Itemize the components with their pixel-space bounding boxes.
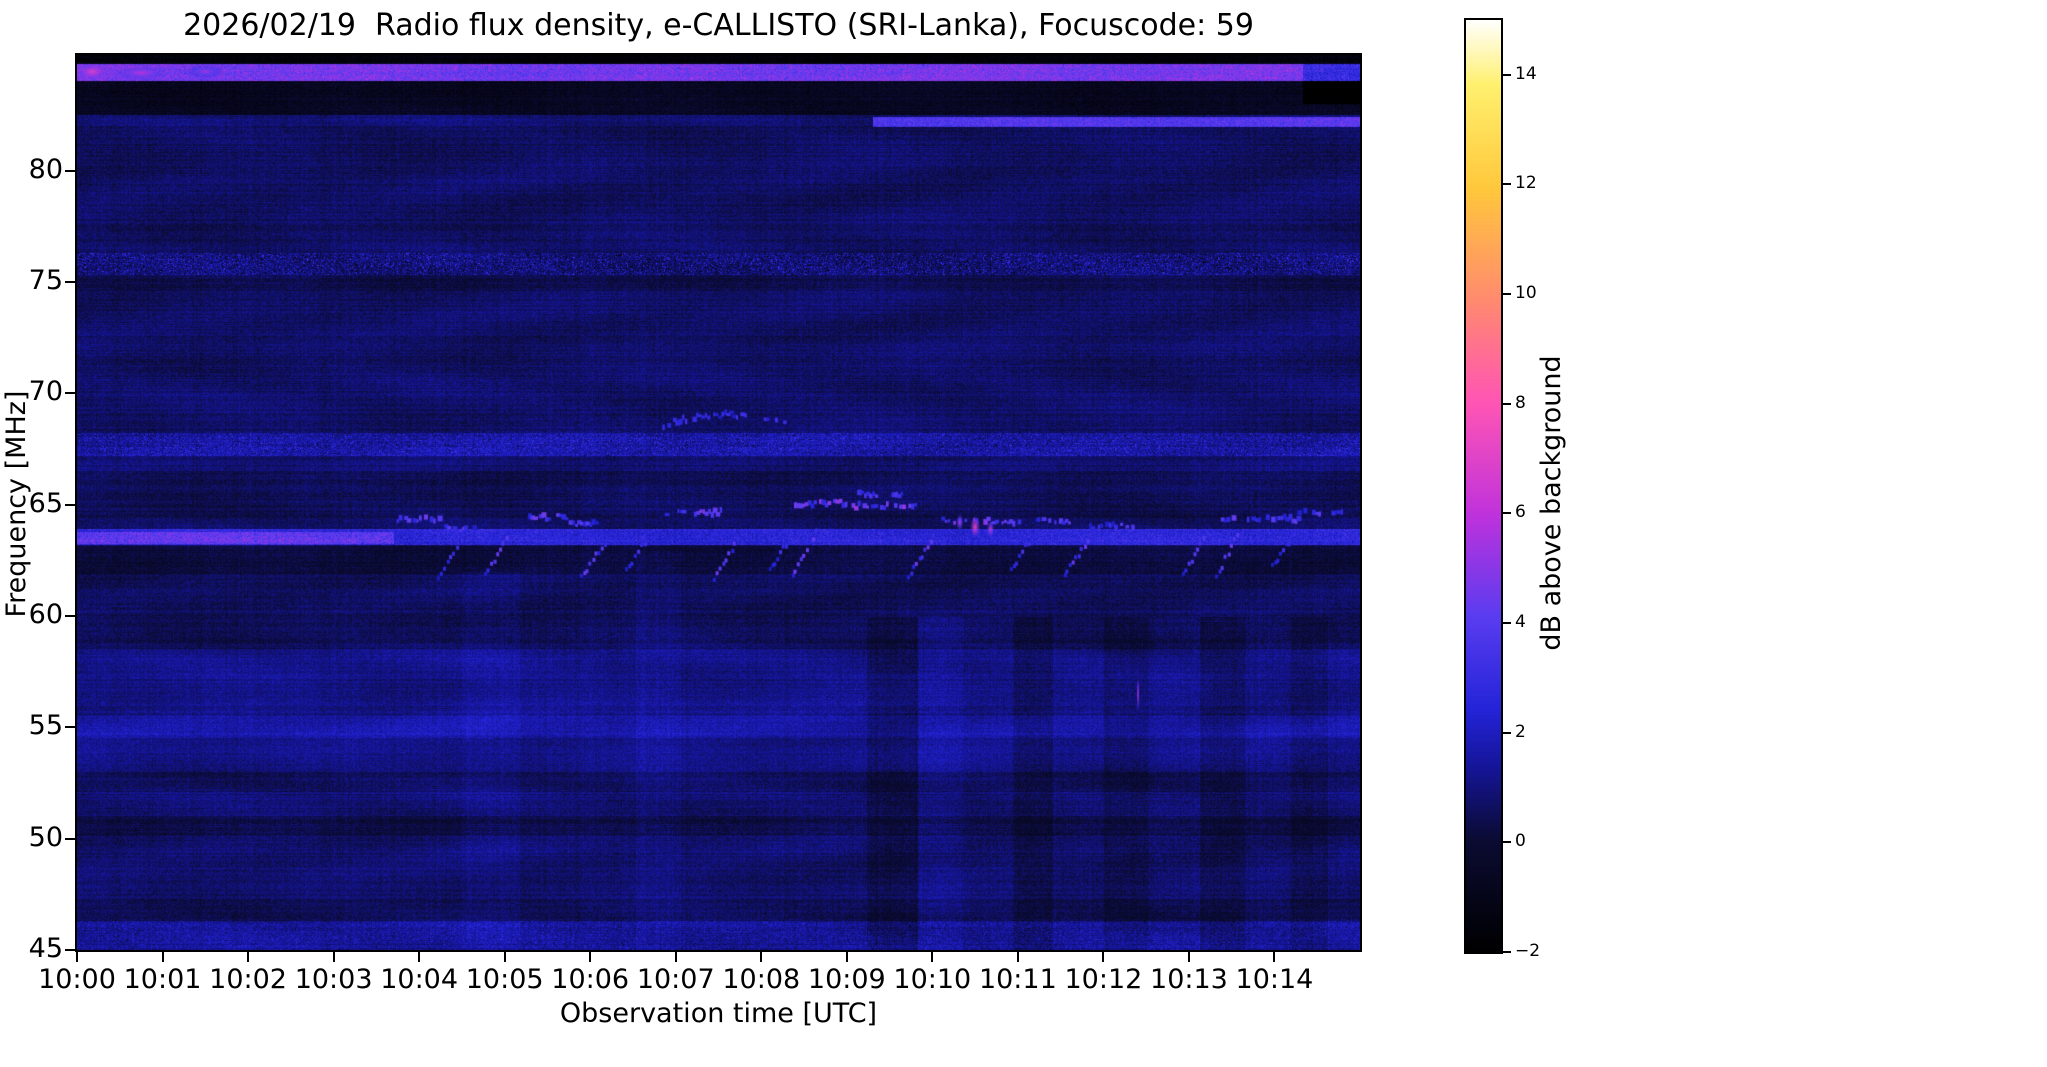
y-tick-label: 75 [28, 265, 63, 297]
colorbar-tick-mark [1503, 402, 1511, 405]
x-tick-mark [931, 952, 934, 962]
x-tick-mark [332, 952, 335, 962]
chart-title: 2026/02/19 Radio flux density, e-CALLIST… [183, 8, 1254, 43]
colorbar-tick-label: −2 [1515, 941, 1541, 961]
x-tick-mark [1187, 952, 1190, 962]
spectrogram-canvas [77, 55, 1360, 950]
x-tick-label: 10:07 [636, 964, 715, 995]
colorbar-tick-mark [1503, 951, 1511, 953]
y-tick-mark [65, 949, 75, 951]
colorbar-tick-label: 2 [1515, 721, 1526, 742]
colorbar-tick-mark [1503, 622, 1511, 625]
y-tick-label: 80 [28, 153, 63, 185]
colorbar-tick-label: 12 [1515, 173, 1537, 194]
x-tick-label: 10:02 [209, 964, 287, 995]
colorbar-tick-label: 14 [1515, 63, 1537, 84]
x-tick-mark [76, 952, 78, 962]
y-tick-label: 70 [28, 376, 63, 408]
y-tick-label: 45 [28, 933, 63, 964]
colorbar-tick-mark [1503, 731, 1511, 734]
colorbar-tick-label: 4 [1515, 612, 1526, 633]
colorbar-tick-mark [1503, 512, 1511, 515]
x-tick-label: 10:08 [722, 964, 801, 995]
colorbar-tick-label: 6 [1515, 502, 1526, 523]
y-tick-mark [65, 837, 75, 840]
x-tick-mark [503, 952, 506, 962]
x-tick-label: 10:00 [38, 964, 116, 995]
y-tick-mark [65, 169, 75, 172]
x-tick-mark [845, 952, 848, 962]
colorbar-tick-mark [1503, 183, 1511, 186]
x-tick-label: 10:14 [1235, 964, 1314, 995]
x-tick-label: 10:13 [1150, 964, 1228, 995]
x-tick-mark [674, 952, 677, 962]
colorbar-canvas [1466, 20, 1501, 952]
y-tick-mark [65, 281, 75, 284]
y-tick-label: 60 [28, 599, 63, 631]
colorbar-tick-label: 10 [1515, 283, 1537, 304]
x-tick-label: 10:11 [978, 964, 1057, 995]
y-tick-mark [65, 615, 75, 618]
x-tick-mark [1273, 952, 1276, 962]
colorbar-tick-mark [1503, 73, 1511, 76]
colorbar-tick-label: 0 [1515, 831, 1526, 852]
x-tick-mark [1102, 952, 1105, 962]
x-tick-mark [589, 952, 592, 962]
x-tick-label: 10:01 [123, 964, 202, 995]
x-axis-label: Observation time [UTC] [559, 998, 878, 1029]
x-tick-label: 10:06 [551, 964, 630, 995]
y-tick-mark [65, 726, 75, 729]
colorbar-tick-label: 8 [1515, 392, 1526, 413]
x-tick-mark [247, 952, 250, 962]
y-tick-mark [65, 503, 75, 506]
x-tick-label: 10:04 [380, 964, 459, 995]
x-tick-label: 10:09 [807, 964, 886, 995]
y-tick-label: 55 [28, 710, 63, 742]
y-tick-mark [65, 392, 75, 395]
colorbar-tick-mark [1503, 293, 1511, 296]
y-tick-label: 65 [28, 487, 63, 519]
x-tick-mark [760, 952, 763, 962]
x-tick-label: 10:05 [465, 964, 544, 995]
x-tick-label: 10:12 [1064, 964, 1143, 995]
colorbar-tick-mark [1503, 841, 1511, 844]
y-tick-label: 50 [28, 821, 63, 853]
x-tick-label: 10:10 [893, 964, 972, 995]
x-tick-mark [418, 952, 421, 962]
x-tick-mark [1016, 952, 1019, 962]
x-tick-mark [161, 952, 164, 962]
x-tick-label: 10:03 [294, 964, 373, 995]
